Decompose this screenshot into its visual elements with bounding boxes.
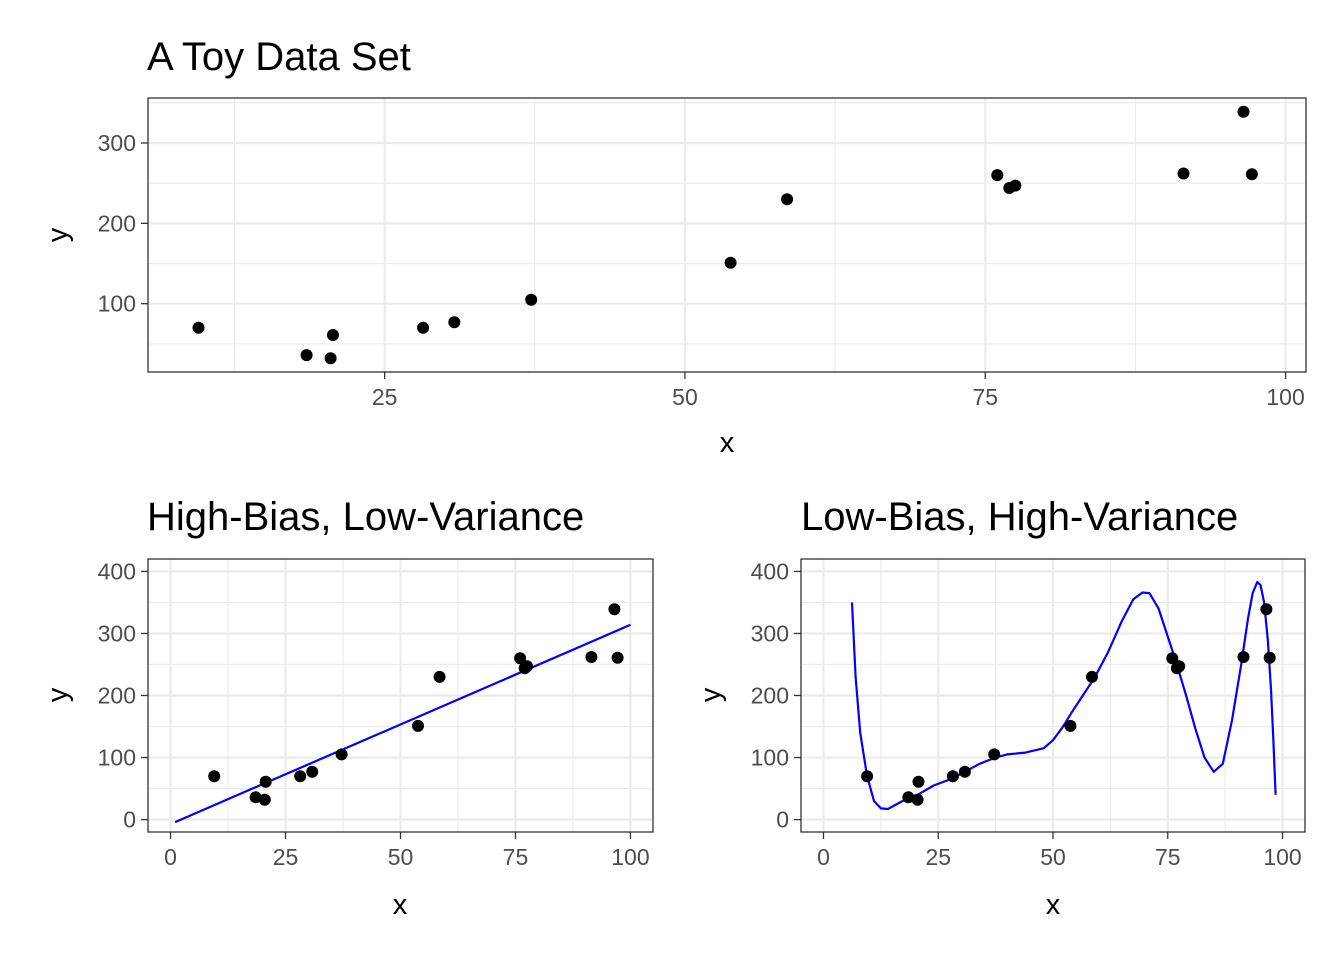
- y-tick-label: 100: [98, 745, 136, 771]
- data-point: [1263, 651, 1276, 664]
- data-point: [335, 748, 348, 761]
- x-tick-label: 0: [164, 844, 177, 870]
- data-point: [294, 770, 307, 783]
- x-axis-title: x: [393, 889, 408, 921]
- y-tick-label: 300: [751, 620, 789, 646]
- grid: [801, 559, 1305, 832]
- data-point: [208, 770, 221, 783]
- data-point: [1173, 660, 1186, 673]
- chart-title: Low-Bias, High-Variance: [801, 495, 1238, 539]
- data-point: [1166, 652, 1179, 665]
- x-tick-label: 0: [817, 844, 830, 870]
- data-point: [608, 603, 621, 616]
- panel-background: [148, 98, 1306, 372]
- y-tick-label: 400: [98, 558, 136, 584]
- x-tick-label: 100: [611, 844, 649, 870]
- data-point: [258, 793, 271, 806]
- data-point: [324, 352, 337, 365]
- chart-low-bias: Low-Bias, High-Variance 0 25 50 75 100 0 100 20…: [695, 495, 1306, 921]
- x-tick-label: 50: [672, 384, 698, 410]
- y-tick-label: 200: [98, 210, 136, 236]
- y-axis-title: y: [695, 687, 727, 702]
- x-tick-label: 50: [1040, 844, 1066, 870]
- x-axis-title: x: [720, 427, 735, 459]
- x-axis-title: x: [1046, 889, 1061, 921]
- data-point: [611, 651, 624, 664]
- data-point: [585, 651, 598, 663]
- axis-ticks: 0 25 50 75 100 0 100 200 300 400: [751, 558, 1302, 870]
- grid: [148, 559, 653, 832]
- data-point: [1086, 670, 1098, 683]
- data-point: [724, 256, 737, 269]
- x-tick-label: 75: [1155, 844, 1181, 870]
- data-point: [249, 791, 262, 804]
- data-point: [433, 670, 446, 683]
- x-tick-label: 25: [925, 844, 951, 870]
- y-axis-title: y: [42, 687, 74, 702]
- data-point: [1260, 603, 1273, 616]
- y-tick-label: 0: [776, 807, 789, 833]
- grid: [148, 98, 1306, 372]
- data-point: [259, 775, 272, 788]
- data-point: [327, 329, 339, 341]
- y-tick-label: 200: [751, 683, 789, 709]
- data-point: [1009, 179, 1022, 192]
- data-point: [525, 293, 538, 306]
- points-layer: [208, 603, 624, 806]
- panel-border: [147, 97, 1307, 373]
- y-tick-label: 300: [98, 130, 136, 156]
- x-tick-label: 25: [372, 384, 398, 410]
- data-point: [1177, 167, 1190, 180]
- y-tick-label: 100: [98, 291, 136, 317]
- fit-line: [174, 623, 631, 824]
- y-tick-label: 200: [98, 683, 136, 709]
- data-point: [1064, 719, 1077, 732]
- x-tick-label: 100: [1263, 844, 1301, 870]
- data-point: [514, 652, 527, 665]
- points-layer: [192, 105, 1258, 365]
- axis-ticks: 25 50 75 100 100 200 300: [98, 130, 1305, 410]
- data-point: [521, 660, 533, 673]
- data-point: [417, 321, 430, 334]
- y-tick-label: 100: [751, 745, 789, 771]
- data-point: [306, 765, 319, 778]
- data-point: [946, 770, 959, 783]
- data-point: [1237, 105, 1250, 118]
- data-point: [902, 791, 915, 804]
- chart-title: A Toy Data Set: [147, 35, 411, 79]
- data-point: [991, 169, 1004, 182]
- y-tick-label: 300: [98, 620, 136, 646]
- x-tick-label: 25: [273, 844, 299, 870]
- x-tick-label: 75: [503, 844, 529, 870]
- x-tick-label: 50: [388, 844, 414, 870]
- data-point: [912, 775, 925, 788]
- data-point: [192, 321, 205, 334]
- axis-ticks: 0 25 50 75 100 0 100 200 300 400: [98, 558, 650, 870]
- data-point: [861, 770, 874, 783]
- y-axis-title: y: [42, 227, 74, 242]
- x-tick-label: 100: [1266, 384, 1304, 410]
- y-tick-label: 0: [123, 807, 136, 833]
- fit-layer: [174, 623, 631, 824]
- data-point: [300, 349, 313, 362]
- chart-high-bias: High-Bias, Low-Variance 0 25 50 75 100 0 100 20…: [42, 495, 654, 921]
- x-tick-label: 75: [972, 384, 998, 410]
- data-point: [958, 765, 971, 778]
- y-tick-label: 400: [751, 558, 789, 584]
- data-point: [1245, 168, 1258, 181]
- data-point: [988, 748, 1001, 761]
- data-point: [911, 793, 924, 806]
- data-point: [1237, 651, 1250, 663]
- chart-toy: A Toy Data Set 25 50 75 100 100 200 300 x y: [42, 35, 1307, 459]
- chart-title: High-Bias, Low-Variance: [147, 495, 584, 539]
- data-point: [412, 719, 424, 732]
- data-point: [781, 193, 794, 206]
- points-layer: [861, 603, 1276, 806]
- data-point: [448, 316, 461, 329]
